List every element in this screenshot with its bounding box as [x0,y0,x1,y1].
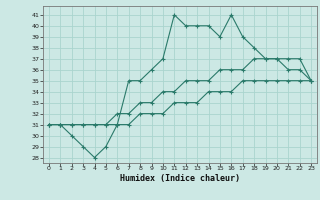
X-axis label: Humidex (Indice chaleur): Humidex (Indice chaleur) [120,174,240,183]
